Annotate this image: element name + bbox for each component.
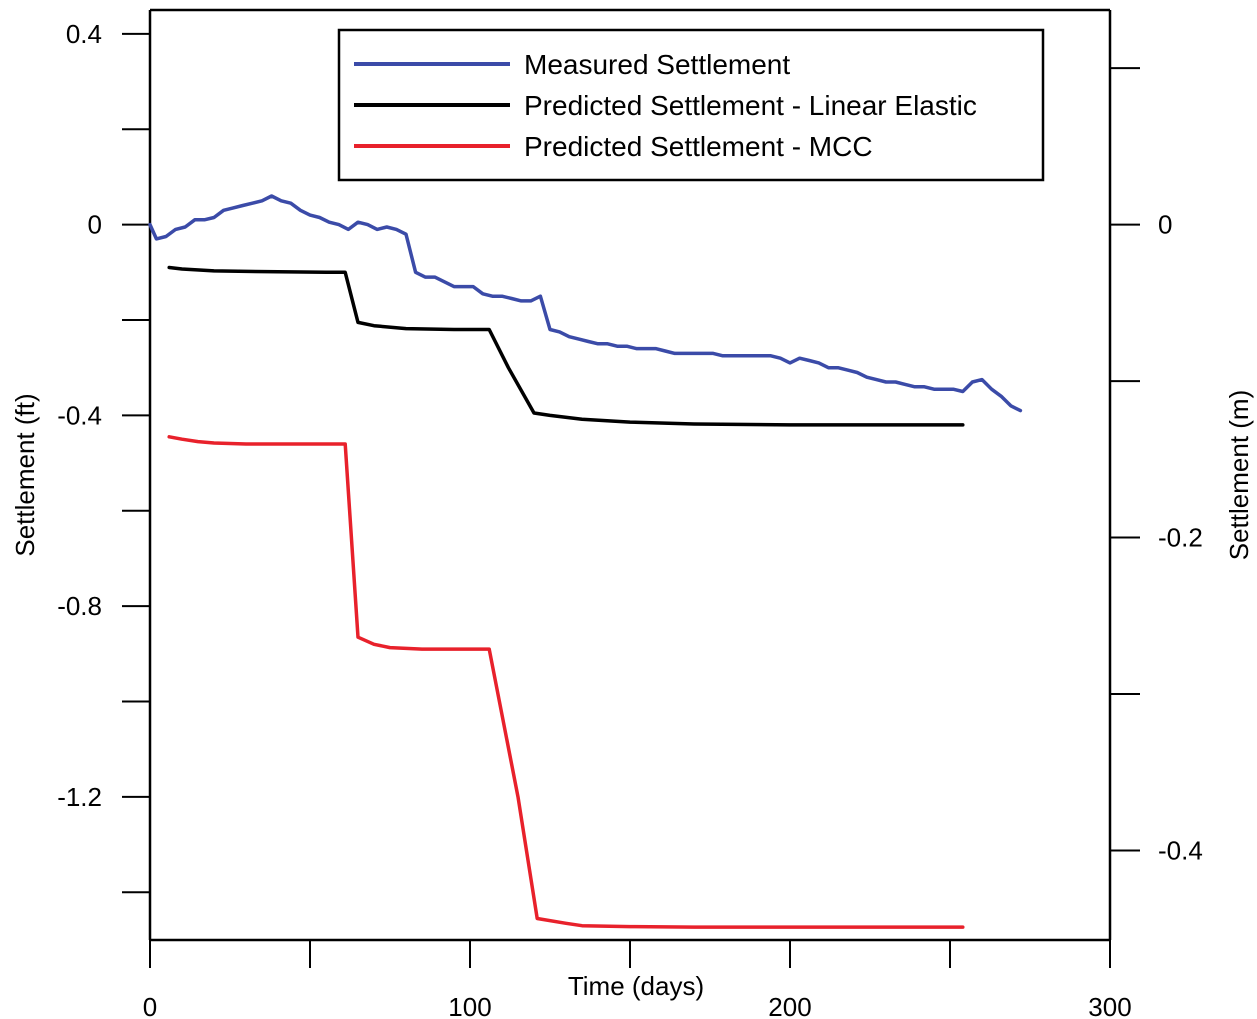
series-line-1 [148,194,1023,413]
y2-axis-title: Settlement (m) [1224,390,1254,561]
y-axis-title: Settlement (ft) [10,393,40,556]
y-tick-label: -0.4 [57,400,102,430]
y2-tick-label: 0 [1158,210,1172,240]
y2-tick-label: -0.4 [1158,835,1203,865]
series-line-2 [167,265,965,427]
axes: 0.4 0 -0.4 -0.8 -1.2 0 -0.2 -0.4 0 100 200 300 [57,8,1203,1019]
y2-tick-label: -0.2 [1158,523,1203,553]
plot-lines [148,194,1023,929]
x-tick-label: 300 [1088,992,1131,1019]
series-line-3 [167,435,965,929]
y-tick-label: 0.4 [66,19,102,49]
x-tick-label: 200 [768,992,811,1019]
legend-label: Predicted Settlement - Linear Elastic [524,90,977,121]
x-tick-label: 0 [143,992,157,1019]
y-tick-label: 0 [88,210,102,240]
x-axis-title: Time (days) [568,971,704,1001]
y-tick-label: -0.8 [57,591,102,621]
x-tick-label: 100 [448,992,491,1019]
legend: Measured Settlement Predicted Settlement … [337,28,1045,182]
legend-label: Measured Settlement [524,49,790,80]
legend-label: Predicted Settlement - MCC [524,131,873,162]
y-tick-label: -1.2 [57,782,102,812]
